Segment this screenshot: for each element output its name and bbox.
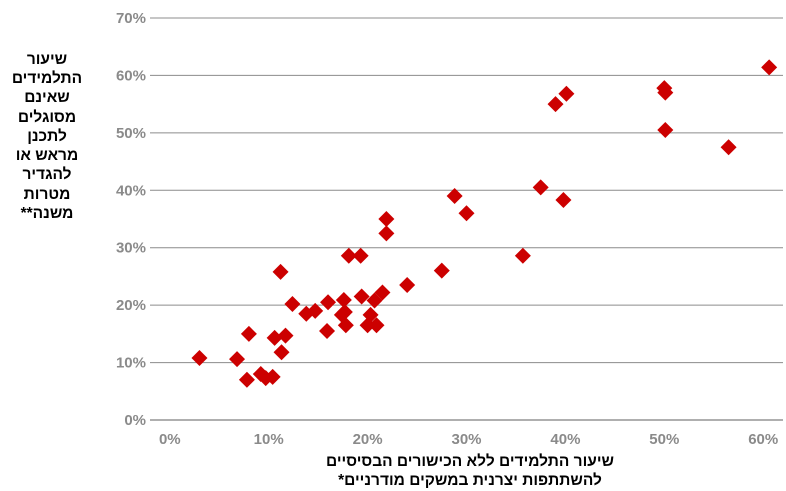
y-tick-label: 70% [116,10,146,27]
data-point [240,325,257,342]
data-point [307,302,324,319]
data-point [458,205,475,222]
data-point [362,306,379,323]
y-axis-label: שיעור התלמידים שאינם מסוגלים לתכנן מראש … [11,51,83,222]
data-point [720,139,737,156]
data-point [657,121,674,138]
y-tick-label: 20% [116,297,146,314]
data-point [353,288,370,305]
y-tick-label: 0% [124,412,146,429]
data-point [374,284,391,301]
data-point [340,247,357,264]
data-point [532,179,549,196]
gridlines [150,17,783,421]
data-point [378,225,395,242]
data-point [337,317,354,334]
data-point [378,211,395,227]
x-axis-label-line1: שיעור התלמידים ללא הכישורים הבסיסיים [325,453,614,470]
x-axis-label: שיעור התלמידים ללא הכישורים הבסיסיים להש… [200,452,740,490]
data-point [266,329,283,346]
x-tick-label: 20% [353,431,383,448]
data-point [399,277,416,294]
y-axis-ticks: 0% 10% 20% 30% 40% 50% 60% 70% [116,10,146,429]
data-points [191,59,778,388]
data-point [368,317,385,334]
y-tick-label: 40% [116,182,146,199]
y-tick-label: 50% [116,125,146,142]
data-point [335,291,352,308]
data-point [657,84,674,101]
data-point [336,304,353,321]
data-point [558,85,575,102]
data-point [555,192,572,209]
data-point [284,295,301,312]
y-tick-label: 30% [116,240,146,257]
data-point [446,188,463,205]
x-tick-label: 10% [254,431,284,448]
data-point [547,96,564,113]
data-point [352,247,369,264]
x-tick-label: 40% [550,431,580,448]
x-tick-label: 60% [748,431,778,448]
data-point [277,327,294,344]
data-point [761,59,778,76]
x-axis-label-line2: להשתתפות יצרנית במשקים מודרניים* [338,472,602,490]
data-point [320,294,337,311]
data-point [319,322,336,339]
x-tick-label: 30% [451,431,481,448]
data-point [514,247,531,264]
data-point [191,349,208,366]
data-point [229,351,246,368]
y-tick-label: 10% [116,355,146,372]
data-point [238,371,255,388]
x-tick-label: 0% [159,431,181,448]
data-point [264,368,281,385]
data-point [433,262,450,279]
x-tick-label: 50% [649,431,679,448]
data-point [272,263,289,280]
x-axis-ticks: 0% 10% 20% 30% 40% 50% 60% [159,431,778,448]
data-point [273,344,290,361]
y-tick-label: 60% [116,67,146,84]
